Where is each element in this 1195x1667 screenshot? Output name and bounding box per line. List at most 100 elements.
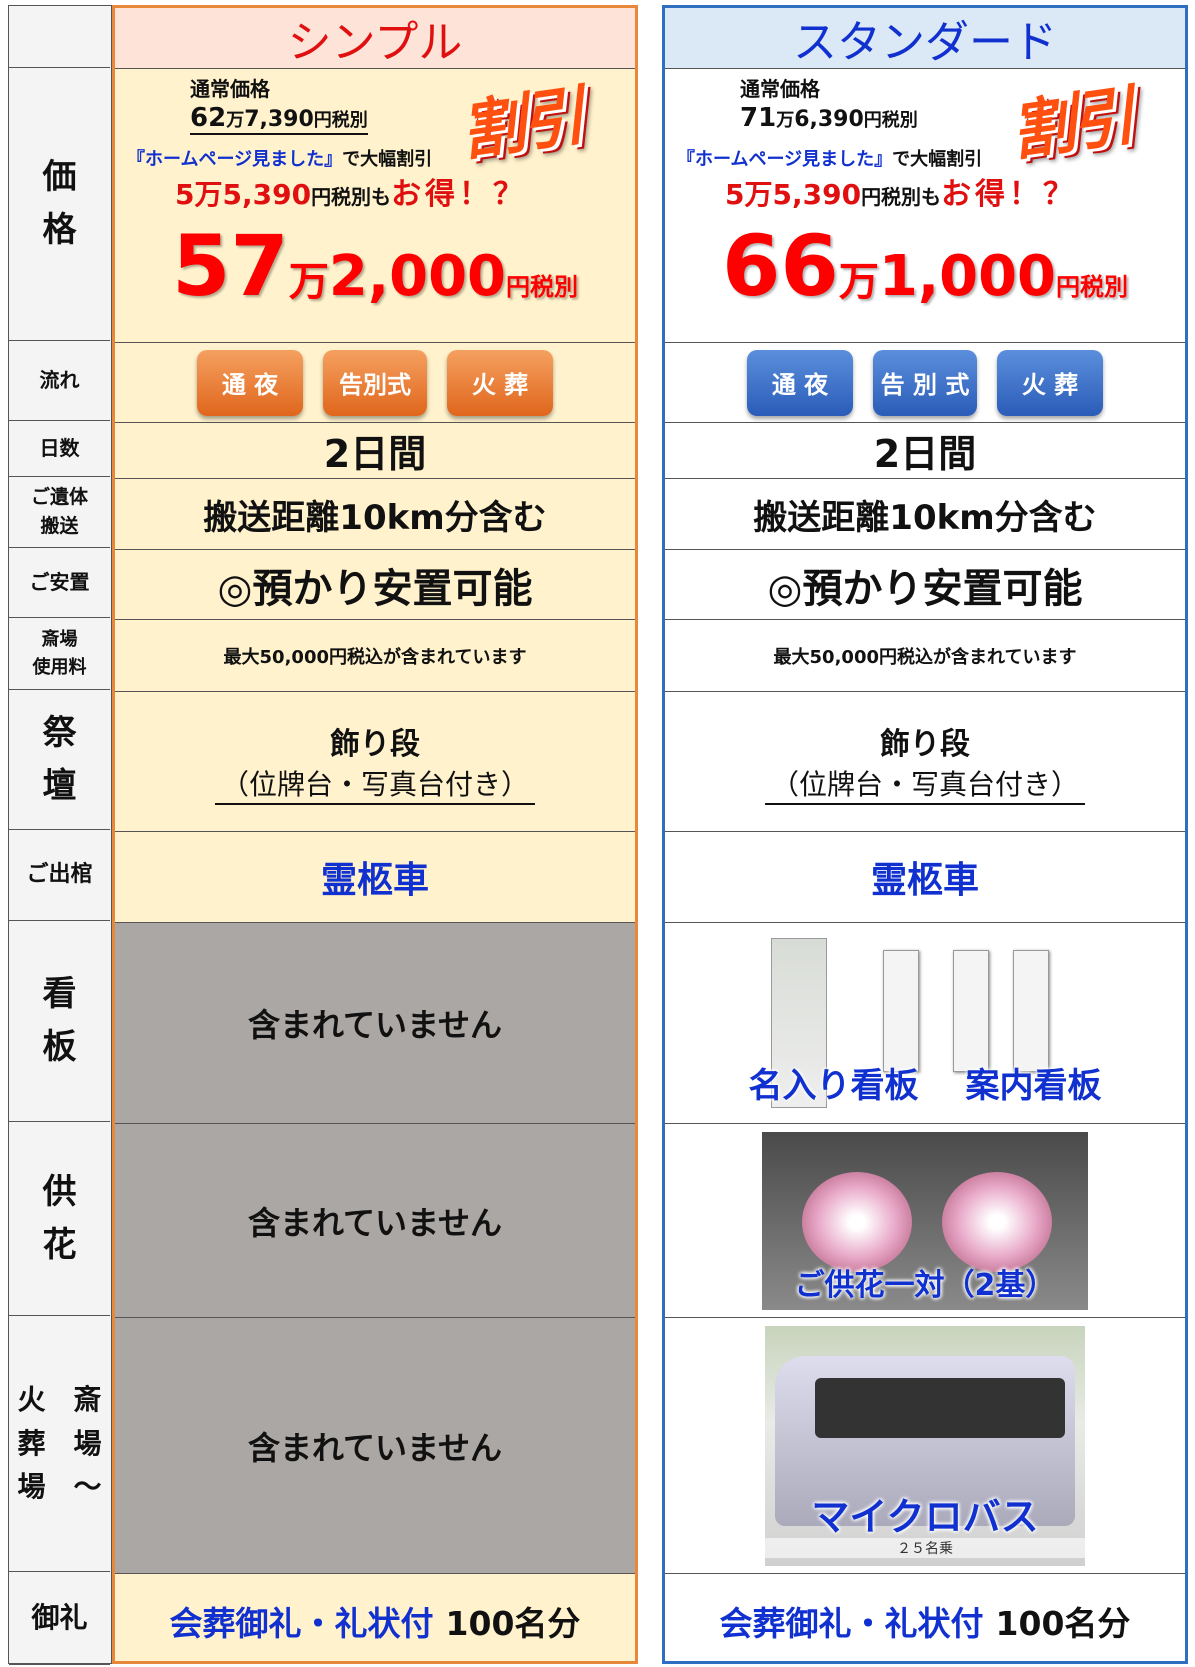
label-line: 格 <box>42 210 77 250</box>
label-line: ご出棺 <box>26 861 93 887</box>
discount-line: 5万5,390円税別もお得！？ <box>175 169 527 213</box>
days: 2日間 <box>873 432 977 476</box>
bus-image: マイクロバス ２５名乗 <box>765 1325 1085 1566</box>
flower-stand <box>942 1171 1052 1272</box>
label-line: 流れ <box>39 368 80 392</box>
days: 2日間 <box>323 432 427 476</box>
regular-price: 62万7,390円税別 <box>190 103 368 135</box>
label-line: 看 <box>42 974 77 1015</box>
promo-line: 『ホームページ見ました』で大幅割引 <box>127 145 432 171</box>
label-line: 供 <box>42 1171 77 1212</box>
label-line: 花 <box>42 1224 77 1265</box>
anchi-cell: ◎預かり安置可能 <box>665 550 1185 620</box>
label-line: 火 斎 <box>17 1383 102 1417</box>
thanks-item: 会葬御礼・礼状付 <box>169 1603 434 1643</box>
label-line: 場 ～ <box>17 1470 102 1504</box>
flowers-caption: ご供花一対（2基） <box>794 1267 1056 1303</box>
label-line: ご遺体 <box>30 485 88 508</box>
hearse: 霊柩車 <box>320 860 429 901</box>
promo-quote: 『ホームページ見ました』 <box>677 149 893 170</box>
regular-price-part: 71 <box>740 103 777 133</box>
altar-cell: 飾り段 （位牌台・写真台付き） <box>115 692 635 832</box>
discount-line: 5万5,390円税別もお得！？ <box>725 169 1077 213</box>
sale-price: 66万1,000円税別 <box>665 217 1185 315</box>
sale-price: 57万2,000円税別 <box>115 217 635 315</box>
hearse: 霊柩車 <box>870 860 979 901</box>
regular-price-part: 62 <box>190 103 227 133</box>
discount-amount: 5万5,390 <box>725 178 862 211</box>
sign-image: 名入り看板 案内看板 <box>749 938 1102 1108</box>
label-line: 日数 <box>39 436 80 460</box>
plan-header: シンプル <box>115 8 635 69</box>
promo-line: 『ホームページ見ました』で大幅割引 <box>677 145 982 171</box>
venue-cell: 最大50,000円税込が含まれています <box>665 620 1185 692</box>
bus-caption: マイクロバス <box>811 1494 1039 1539</box>
sale-price-part: 1,000 <box>878 244 1057 309</box>
row-label: ご安置 <box>9 548 110 618</box>
venue-cell: 最大50,000円税込が含まれています <box>115 620 635 692</box>
label-line: 板 <box>42 1027 77 1067</box>
label-line: 搬送 <box>40 515 79 537</box>
anchi-cell: ◎預かり安置可能 <box>115 550 635 620</box>
thanks-cell: 会葬御礼・礼状付 100名分 <box>665 1574 1185 1667</box>
label-line: ご安置 <box>29 570 90 594</box>
label-line: 祭 <box>42 712 77 753</box>
flow-cell: 通 夜告別式火 葬 <box>115 343 635 423</box>
promo-quote: 『ホームページ見ました』 <box>127 149 343 170</box>
label-line: 価 <box>42 157 77 198</box>
row-label: 火 斎葬 場場 ～ <box>9 1316 110 1572</box>
regular-price: 71万6,390円税別 <box>740 103 918 133</box>
bus-windows <box>815 1377 1065 1438</box>
flow-button: 火 葬 <box>997 349 1103 416</box>
altar-cell: 飾り段 （位牌台・写真台付き） <box>665 692 1185 832</box>
flow-button: 通 夜 <box>197 349 303 416</box>
transport-cell: 搬送距離10km分含む <box>115 479 635 550</box>
altar-sub: （位牌台・写真台付き） <box>764 763 1085 805</box>
venue: 最大50,000円税込が含まれています <box>773 646 1077 668</box>
discount-badge: 割引 <box>1006 79 1136 170</box>
flower-stand <box>802 1171 912 1272</box>
crem-cell: 含まれていません <box>115 1318 635 1574</box>
anchi: ◎預かり安置可能 <box>767 565 1083 612</box>
row-label: 流れ <box>9 341 110 421</box>
flow-cell: 通 夜告 別 式火 葬 <box>665 343 1185 423</box>
plan-column: シンプル通常価格 62万7,390円税別『ホームページ見ました』で大幅割引 5万5,… <box>112 5 638 1664</box>
sale-price-part: 66 <box>721 217 839 315</box>
promo-text: で大幅割引 <box>892 149 983 170</box>
regular-price-part: 万 <box>776 110 795 131</box>
not-included: 含まれていません <box>247 1006 503 1044</box>
days-cell: 2日間 <box>665 423 1185 479</box>
discount-deal: お得！？ <box>391 177 528 212</box>
sale-price-part: 円税別 <box>1056 273 1129 301</box>
crem-cell: マイクロバス ２５名乗 <box>665 1318 1185 1574</box>
promo-text: で大幅割引 <box>342 149 433 170</box>
guide-sign <box>883 950 919 1072</box>
flowers-image: ご供花一対（2基） <box>762 1131 1088 1310</box>
thanks-count: 100名分 <box>995 1603 1131 1643</box>
regular-label: 通常価格 <box>740 77 820 101</box>
row-label: 日数 <box>9 421 110 477</box>
label-column: 価格流れ 日数 ご遺体 搬送 ご安置 斎場 使用料祭壇ご出棺看板供花火 斎葬 場場 ～ 御礼 <box>8 5 112 1665</box>
guide-sign <box>953 950 989 1072</box>
bus-note: ２５名乗 <box>765 1537 1085 1558</box>
regular-price-part: 7,390 <box>244 107 314 132</box>
regular-price-part: 6,390 <box>794 107 864 132</box>
row-label: 価格 <box>9 67 110 341</box>
sign-cell: 含まれていません <box>115 923 635 1124</box>
label-line: 御礼 <box>31 1601 88 1635</box>
regular-price-part: 円税別 <box>313 110 368 131</box>
anchi: ◎預かり安置可能 <box>217 565 533 612</box>
regular-label: 通常価格 <box>190 77 270 101</box>
discount-suffix: 円税別も <box>861 185 942 209</box>
sale-price-part: 2,000 <box>328 244 507 309</box>
label-line: 斎場 <box>41 628 78 650</box>
row-label: 御礼 <box>9 1572 110 1665</box>
regular-price-part: 万 <box>226 110 245 131</box>
row-label: 看板 <box>9 921 110 1122</box>
guide-sign <box>1013 950 1049 1072</box>
flow-button: 告別式 <box>323 349 427 416</box>
plan-header: スタンダード <box>665 8 1185 69</box>
sign-caption: 名入り看板 <box>748 1066 919 1106</box>
plan-column: スタンダード 通常価格 71万6,390円税別 『ホームページ見ました』で大幅割引 5万… <box>662 5 1188 1664</box>
